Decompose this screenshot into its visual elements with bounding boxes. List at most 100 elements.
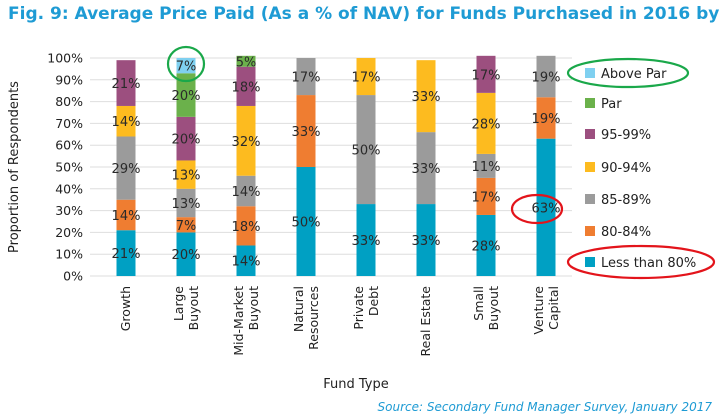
legend-label: 95-99% bbox=[601, 128, 651, 143]
data-label: 20% bbox=[172, 248, 201, 263]
data-label: 17% bbox=[472, 68, 501, 83]
y-tick-label: 30% bbox=[55, 203, 83, 218]
legend-highlight-red bbox=[566, 244, 716, 280]
x-tick-line: Private bbox=[351, 286, 366, 330]
legend-label: Par bbox=[601, 97, 622, 112]
bar-segment bbox=[476, 214, 496, 276]
highlight-circle-green bbox=[166, 45, 206, 83]
bar-segment bbox=[116, 136, 136, 200]
x-tick-line: Natural bbox=[291, 286, 306, 332]
data-label: 28% bbox=[472, 117, 501, 132]
y-tick-label: 0% bbox=[63, 269, 83, 284]
data-label: 7% bbox=[176, 60, 197, 75]
legend-label: Above Par bbox=[601, 67, 667, 82]
bar-segment bbox=[356, 58, 376, 96]
bar-segment bbox=[536, 55, 556, 98]
bar-segment bbox=[296, 95, 316, 167]
bar-segment bbox=[356, 95, 376, 205]
chart-title: Fig. 9: Average Price Paid (As a % of NA… bbox=[8, 4, 720, 24]
data-label: 20% bbox=[172, 89, 201, 104]
y-tick-label: 20% bbox=[55, 225, 83, 240]
legend-swatch bbox=[585, 129, 595, 139]
y-tick-label: 70% bbox=[55, 116, 83, 131]
data-label: 14% bbox=[232, 255, 261, 270]
data-label: 7% bbox=[176, 219, 197, 234]
legend-swatch bbox=[585, 162, 595, 172]
bar-segment bbox=[416, 132, 436, 205]
legend-label: 90-94% bbox=[601, 161, 651, 176]
bar-segment bbox=[356, 204, 376, 276]
data-label: 50% bbox=[292, 216, 321, 231]
bar-segment bbox=[476, 177, 496, 215]
x-tick-line: Growth bbox=[118, 286, 133, 331]
data-label: 33% bbox=[352, 234, 381, 249]
bar-segment bbox=[236, 175, 256, 207]
bar-segment bbox=[176, 58, 196, 74]
legend-swatch bbox=[585, 257, 595, 267]
x-tick-label: Growth bbox=[118, 286, 133, 331]
highlight-circle-red bbox=[510, 193, 564, 225]
data-label: 5% bbox=[236, 55, 257, 70]
bar-segment bbox=[236, 66, 256, 106]
bar-segment bbox=[416, 204, 436, 276]
bar-segment bbox=[476, 55, 496, 93]
bar-segment bbox=[176, 217, 196, 233]
x-tick-label: Real Estate bbox=[418, 286, 433, 357]
bar-segment bbox=[296, 167, 316, 276]
data-label: 13% bbox=[172, 197, 201, 212]
bar-segment bbox=[476, 92, 496, 154]
bar-segment bbox=[416, 60, 436, 133]
bar-segment bbox=[476, 153, 496, 178]
legend-swatch bbox=[585, 194, 595, 204]
data-label: 21% bbox=[112, 77, 141, 92]
x-tick-label: NaturalResources bbox=[291, 286, 321, 350]
y-tick-label: 10% bbox=[55, 247, 83, 262]
y-tick-label: 40% bbox=[55, 181, 83, 196]
bar-segment bbox=[236, 206, 256, 246]
bar-segment bbox=[116, 105, 136, 137]
x-tick-label: SmallBuyout bbox=[471, 286, 501, 330]
x-tick-line: Capital bbox=[546, 286, 561, 330]
legend-label: Less than 80% bbox=[601, 256, 696, 271]
data-label: 33% bbox=[412, 162, 441, 177]
y-tick-label: 80% bbox=[55, 94, 83, 109]
data-label: 33% bbox=[412, 90, 441, 105]
y-tick-label: 50% bbox=[55, 160, 83, 175]
legend-highlight-green bbox=[566, 57, 690, 89]
data-label: 33% bbox=[292, 125, 321, 140]
x-tick-line: Resources bbox=[306, 286, 321, 350]
bar-segment bbox=[116, 230, 136, 276]
data-label: 18% bbox=[232, 80, 261, 95]
bar-segment bbox=[116, 60, 136, 106]
data-label: 17% bbox=[352, 71, 381, 86]
legend-swatch bbox=[585, 98, 595, 108]
x-tick-label: VentureCapital bbox=[531, 286, 561, 335]
y-tick-label: 100% bbox=[47, 51, 83, 66]
x-tick-label: PrivateDebt bbox=[351, 286, 381, 330]
x-tick-line: Large bbox=[171, 286, 186, 321]
bar-segment bbox=[236, 245, 256, 276]
data-label: 13% bbox=[172, 169, 201, 184]
bar-segment bbox=[176, 73, 196, 117]
bar-segment bbox=[236, 55, 256, 67]
data-label: 14% bbox=[112, 115, 141, 130]
x-tick-line: Mid-Market bbox=[231, 286, 246, 356]
data-label: 63% bbox=[532, 201, 561, 216]
data-label: 19% bbox=[532, 112, 561, 127]
legend-label: 85-89% bbox=[601, 193, 651, 208]
data-label: 50% bbox=[352, 144, 381, 159]
bar-segment bbox=[296, 58, 316, 96]
y-tick-label: 90% bbox=[55, 72, 83, 87]
bar-segment bbox=[176, 188, 196, 218]
x-tick-line: Buyout bbox=[186, 286, 201, 330]
x-tick-line: Small bbox=[471, 286, 486, 321]
data-label: 14% bbox=[232, 185, 261, 200]
x-tick-line: Buyout bbox=[246, 286, 261, 330]
source-note: Source: Secondary Fund Manager Survey, J… bbox=[377, 400, 712, 414]
y-axis-label: Proportion of Respondents bbox=[7, 81, 22, 253]
x-tick-line: Venture bbox=[531, 286, 546, 335]
data-label: 19% bbox=[532, 71, 561, 86]
x-tick-line: Real Estate bbox=[418, 286, 433, 357]
